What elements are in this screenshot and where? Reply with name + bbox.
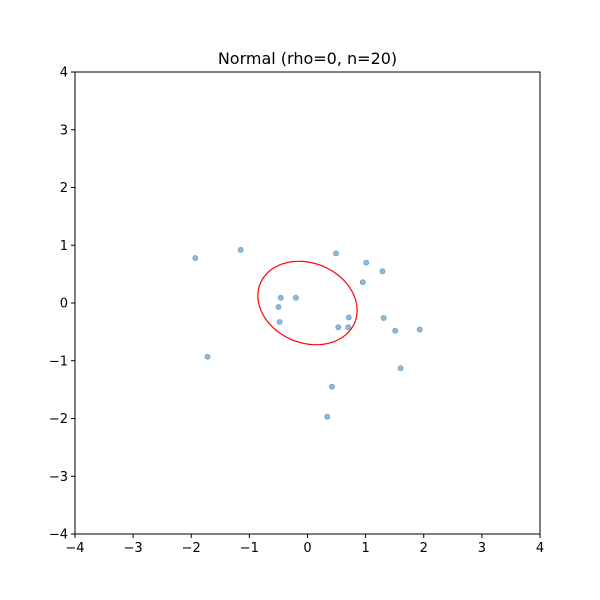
data-point [380, 315, 387, 322]
data-point [345, 314, 352, 321]
confidence-ellipse [257, 260, 358, 346]
x-tick-label: 3 [478, 541, 486, 556]
chart-title: Normal (rho=0, n=20) [218, 49, 397, 68]
y-tick-label: 0 [60, 297, 68, 312]
data-point [277, 294, 284, 301]
points-layer [192, 246, 423, 420]
data-point [192, 254, 199, 261]
x-tick-label: −1 [240, 541, 259, 556]
data-point [416, 326, 423, 333]
data-point [345, 324, 352, 331]
x-tick-label: −2 [182, 541, 201, 556]
x-tick-label: 1 [361, 541, 369, 556]
data-point [363, 259, 370, 266]
y-tick-label: −1 [49, 354, 68, 369]
data-point [328, 383, 335, 390]
y-tick-label: 2 [60, 181, 68, 196]
y-tick-label: 4 [60, 66, 68, 81]
y-tick-label: −3 [49, 470, 68, 485]
x-tick-label: −4 [65, 541, 84, 556]
y-tick-label: 3 [60, 123, 68, 138]
x-tick-label: 4 [536, 541, 544, 556]
x-axis: −4 −3 −2 −1 0 1 2 3 4 [65, 534, 544, 556]
data-point [292, 294, 299, 301]
data-point [335, 324, 342, 331]
data-point [276, 319, 283, 326]
ellipse-layer [257, 260, 358, 346]
data-point [397, 365, 404, 372]
y-tick-label: 1 [60, 239, 68, 254]
data-point [379, 268, 386, 275]
x-tick-label: 2 [420, 541, 428, 556]
x-tick-label: −3 [124, 541, 143, 556]
y-tick-label: −2 [49, 412, 68, 427]
data-point [275, 304, 282, 311]
y-tick-label: −4 [49, 528, 68, 543]
data-point [204, 353, 211, 360]
y-axis: −4 −3 −2 −1 0 1 2 3 4 [49, 66, 75, 543]
plot-frame [74, 71, 541, 535]
data-point [359, 279, 366, 286]
data-point [392, 327, 399, 334]
x-tick-label: 0 [303, 541, 311, 556]
data-point [324, 413, 331, 420]
data-point [237, 246, 244, 253]
data-point [332, 250, 339, 257]
